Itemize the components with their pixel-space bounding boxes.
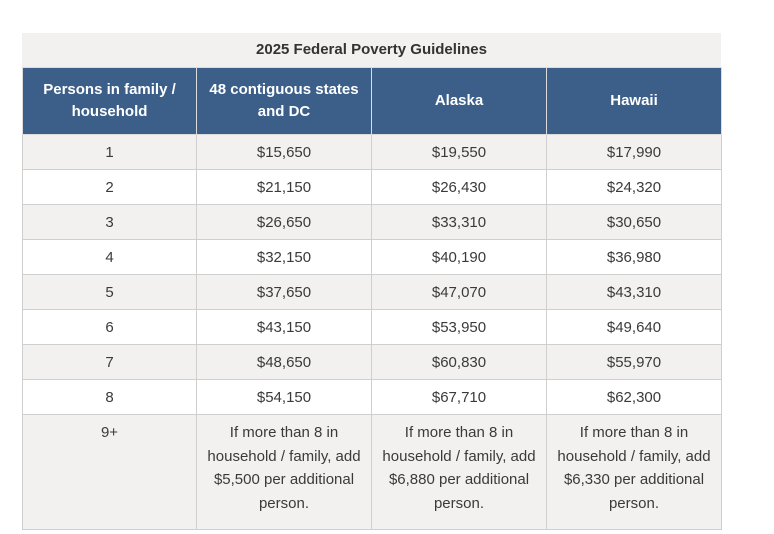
table-row: 4 $32,150 $40,190 $36,980: [22, 239, 722, 275]
header-persons: Persons in family / household: [22, 67, 197, 135]
hawaii-cell: $49,640: [546, 309, 722, 345]
table-body: 1 $15,650 $19,550 $17,990 2 $21,150 $26,430 $24…: [22, 134, 722, 530]
hawaii-cell: $30,650: [546, 204, 722, 240]
persons-cell: 9+: [22, 414, 197, 530]
header-alaska: Alaska: [371, 67, 547, 135]
table-row: 6 $43,150 $53,950 $49,640: [22, 309, 722, 345]
contiguous-states-cell: $54,150: [196, 379, 372, 415]
contiguous-states-cell: $26,650: [196, 204, 372, 240]
hawaii-cell: $62,300: [546, 379, 722, 415]
poverty-guidelines-table: Persons in family / household 48 contigu…: [22, 67, 722, 530]
alaska-cell: $67,710: [371, 379, 547, 415]
table-row: 9+ If more than 8 in household / family, …: [22, 414, 722, 530]
contiguous-states-cell: $43,150: [196, 309, 372, 345]
header-contiguous-states: 48 contiguous states and DC: [196, 67, 372, 135]
persons-cell: 7: [22, 344, 197, 380]
contiguous-states-cell: If more than 8 in household / family, ad…: [196, 414, 372, 530]
table-row: 3 $26,650 $33,310 $30,650: [22, 204, 722, 240]
contiguous-states-cell: $32,150: [196, 239, 372, 275]
hawaii-cell: $36,980: [546, 239, 722, 275]
alaska-cell: If more than 8 in household / family, ad…: [371, 414, 547, 530]
persons-cell: 6: [22, 309, 197, 345]
hawaii-cell: $17,990: [546, 134, 722, 170]
contiguous-states-cell: $15,650: [196, 134, 372, 170]
table-row: 5 $37,650 $47,070 $43,310: [22, 274, 722, 310]
contiguous-states-cell: $48,650: [196, 344, 372, 380]
persons-cell: 8: [22, 379, 197, 415]
alaska-cell: $26,430: [371, 169, 547, 205]
alaska-cell: $47,070: [371, 274, 547, 310]
hawaii-cell: If more than 8 in household / family, ad…: [546, 414, 722, 530]
hawaii-cell: $43,310: [546, 274, 722, 310]
table-row: 7 $48,650 $60,830 $55,970: [22, 344, 722, 380]
table-title: 2025 Federal Poverty Guidelines: [22, 33, 721, 67]
persons-cell: 1: [22, 134, 197, 170]
header-row: Persons in family / household 48 contigu…: [22, 67, 722, 135]
contiguous-states-cell: $37,650: [196, 274, 372, 310]
table-row: 8 $54,150 $67,710 $62,300: [22, 379, 722, 415]
persons-cell: 3: [22, 204, 197, 240]
alaska-cell: $19,550: [371, 134, 547, 170]
persons-cell: 2: [22, 169, 197, 205]
poverty-guidelines-table-container: 2025 Federal Poverty Guidelines Persons …: [22, 33, 722, 530]
table-row: 1 $15,650 $19,550 $17,990: [22, 134, 722, 170]
table-row: 2 $21,150 $26,430 $24,320: [22, 169, 722, 205]
contiguous-states-cell: $21,150: [196, 169, 372, 205]
persons-cell: 5: [22, 274, 197, 310]
persons-cell: 4: [22, 239, 197, 275]
header-hawaii: Hawaii: [546, 67, 722, 135]
alaska-cell: $53,950: [371, 309, 547, 345]
alaska-cell: $60,830: [371, 344, 547, 380]
alaska-cell: $33,310: [371, 204, 547, 240]
alaska-cell: $40,190: [371, 239, 547, 275]
hawaii-cell: $55,970: [546, 344, 722, 380]
hawaii-cell: $24,320: [546, 169, 722, 205]
